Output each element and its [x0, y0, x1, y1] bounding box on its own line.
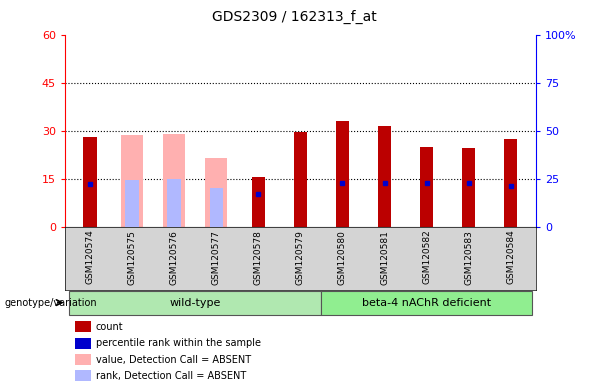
- Bar: [420, 147, 434, 227]
- Bar: [75, 338, 91, 349]
- Bar: [75, 354, 91, 365]
- Bar: [206, 158, 227, 227]
- Bar: [378, 126, 391, 227]
- Text: GSM120584: GSM120584: [507, 230, 515, 285]
- Bar: [252, 177, 265, 227]
- Text: rank, Detection Call = ABSENT: rank, Detection Call = ABSENT: [96, 371, 246, 381]
- FancyBboxPatch shape: [69, 291, 322, 316]
- Text: GSM120579: GSM120579: [296, 230, 305, 285]
- Bar: [210, 188, 223, 227]
- Text: GSM120577: GSM120577: [212, 230, 221, 285]
- Bar: [336, 121, 349, 227]
- Text: GSM120575: GSM120575: [128, 230, 137, 285]
- Text: percentile rank within the sample: percentile rank within the sample: [96, 338, 261, 348]
- Bar: [163, 134, 185, 227]
- Text: GSM120576: GSM120576: [170, 230, 178, 285]
- Bar: [125, 180, 139, 227]
- Bar: [75, 370, 91, 381]
- Bar: [294, 132, 307, 227]
- Text: GSM120581: GSM120581: [380, 230, 389, 285]
- Bar: [462, 148, 475, 227]
- Text: GSM120574: GSM120574: [85, 230, 94, 285]
- Text: value, Detection Call = ABSENT: value, Detection Call = ABSENT: [96, 354, 251, 364]
- Bar: [75, 321, 91, 333]
- Bar: [83, 137, 97, 227]
- Text: GSM120578: GSM120578: [254, 230, 263, 285]
- Text: count: count: [96, 322, 124, 332]
- Text: wild-type: wild-type: [170, 298, 221, 308]
- Text: genotype/variation: genotype/variation: [5, 298, 97, 308]
- Text: GSM120580: GSM120580: [338, 230, 347, 285]
- Text: GSM120582: GSM120582: [422, 230, 431, 285]
- Bar: [504, 139, 518, 227]
- FancyBboxPatch shape: [322, 291, 532, 316]
- Text: GSM120583: GSM120583: [464, 230, 473, 285]
- Text: beta-4 nAChR deficient: beta-4 nAChR deficient: [362, 298, 491, 308]
- Bar: [121, 136, 143, 227]
- Text: GDS2309 / 162313_f_at: GDS2309 / 162313_f_at: [212, 10, 377, 24]
- Bar: [167, 179, 181, 227]
